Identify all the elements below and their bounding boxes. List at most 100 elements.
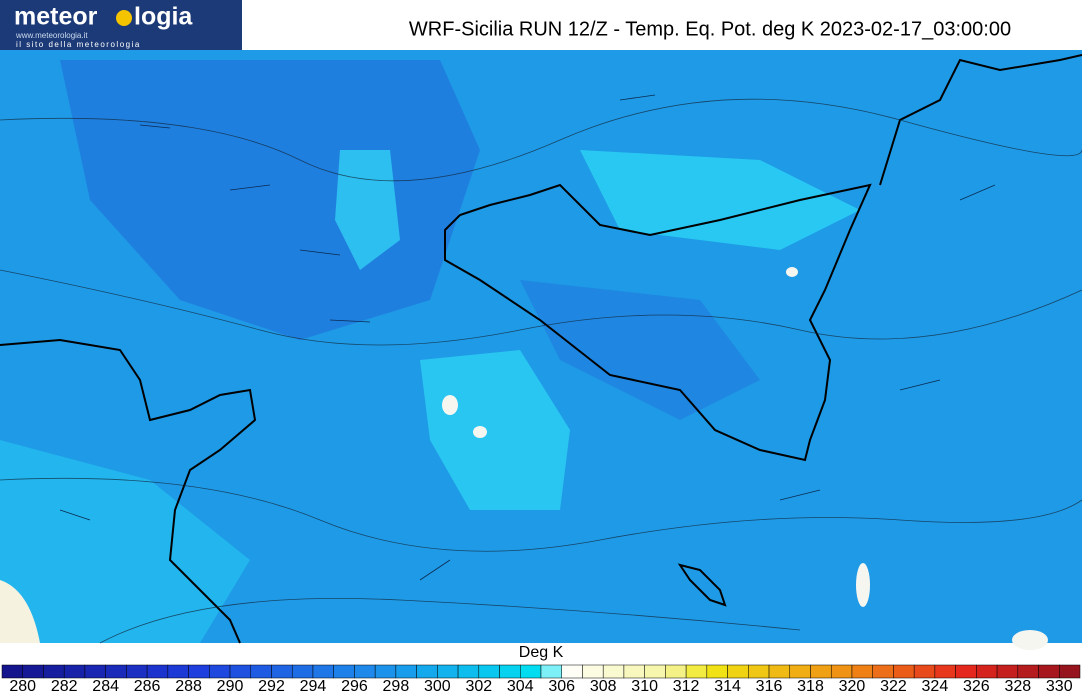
colorbar-label: Deg K: [519, 644, 564, 661]
colorbar-segment: [354, 664, 376, 679]
colorbar-segment: [416, 664, 438, 679]
colorbar-segment: [126, 664, 148, 679]
colorbar-segment: [250, 664, 272, 679]
hot-spot: [856, 563, 870, 607]
colorbar-tick-label: 328: [1004, 678, 1031, 695]
colorbar-segment: [291, 664, 314, 679]
logo-tagline: il sito della meteorologia: [16, 40, 141, 49]
warm-area: [580, 150, 860, 250]
colorbar-segment: [209, 664, 231, 679]
colorbar-tick-label: 316: [756, 678, 783, 695]
colorbar-segment: [312, 664, 334, 679]
logo-name-right: logia: [134, 3, 193, 31]
colorbar-tick-label: 296: [341, 678, 368, 695]
colorbar-segment: [810, 664, 832, 679]
colorbar-segment: [996, 664, 1019, 679]
logo-sun: [116, 10, 132, 26]
malta: [677, 563, 727, 607]
colorbar-tick-label: 322: [880, 678, 907, 695]
colorbar-segment: [934, 664, 956, 679]
colorbar-segment: [146, 664, 169, 679]
colorbar-segment: [105, 664, 127, 679]
colorbar-segment: [851, 664, 873, 679]
hot-spot: [473, 426, 487, 438]
map: [0, 50, 1082, 650]
colorbar-tick-label: 284: [92, 678, 119, 695]
colorbar-tick-label: 292: [258, 678, 285, 695]
colorbar-segment: [478, 664, 500, 679]
colorbar-segment: [685, 664, 708, 679]
colorbar-segment: [706, 664, 728, 679]
colorbar: 280 282 284 286 288 290 292 294 296 298 300 302 304 3…: [1, 664, 1081, 695]
colorbar-tick-label: 326: [963, 678, 990, 695]
colorbar-segment: [167, 664, 189, 679]
hot-spot: [442, 395, 458, 415]
hot-spot: [786, 267, 798, 277]
colorbar-tick-label: 306: [548, 678, 575, 695]
hot-spot: [0, 580, 40, 643]
colorbar-tick-label: 286: [134, 678, 161, 695]
cold-area: [520, 280, 760, 420]
colorbar-segment: [1038, 664, 1060, 679]
colorbar-segment: [63, 664, 86, 679]
colorbar-segment: [893, 664, 915, 679]
tunisia: [0, 338, 257, 644]
colorbar-tick-label: 308: [590, 678, 617, 695]
colorbar-tick-label: 324: [922, 678, 949, 695]
colorbar-segment: [1017, 664, 1039, 679]
colorbar-segment: [229, 664, 252, 679]
colorbar-tick-label: 302: [465, 678, 492, 695]
sicily: [444, 183, 872, 462]
colorbar-segment: [1, 664, 23, 679]
title: WRF-Sicilia RUN 12/Z - Temp. Eq. Pot. de…: [409, 18, 1011, 40]
colorbar-segment: [582, 664, 604, 679]
colorbar-segment: [913, 664, 936, 679]
colorbar-tick-label: 310: [631, 678, 658, 695]
logo-name-left: meteor: [14, 3, 98, 31]
colorbar-segment: [395, 664, 417, 679]
colorbar-segment: [976, 664, 998, 679]
warm-area: [420, 350, 570, 510]
colorbar-segment: [43, 664, 65, 679]
colorbar-segment: [437, 664, 459, 679]
colorbar-segment: [333, 664, 355, 679]
colorbar-tick-label: 294: [300, 678, 327, 695]
colorbar-segment: [271, 664, 293, 679]
colorbar-segment: [789, 664, 811, 679]
cold-area: [60, 60, 480, 340]
warm-area: [335, 150, 400, 270]
hot-spot: [1012, 630, 1048, 650]
colorbar-segment: [602, 664, 625, 679]
colorbar-tick-label: 318: [797, 678, 824, 695]
colorbar-segment: [561, 664, 583, 679]
colorbar-tick-label: 330: [1046, 678, 1073, 695]
colorbar-segment: [374, 664, 397, 679]
colorbar-segment: [499, 664, 521, 679]
colorbar-segment: [188, 664, 210, 679]
colorbar-tick-label: 298: [383, 678, 410, 695]
colorbar-segment: [1059, 664, 1081, 679]
colorbar-tick-label: 320: [839, 678, 866, 695]
colorbar-segment: [84, 664, 106, 679]
colorbar-tick-label: 304: [507, 678, 534, 695]
colorbar-segment: [830, 664, 853, 679]
colorbar-tick-label: 312: [673, 678, 700, 695]
colorbar-segment: [22, 664, 44, 679]
logo-url: www.meteorologia.it: [15, 31, 88, 40]
warm-area: [0, 440, 250, 643]
colorbar-tick-label: 300: [424, 678, 451, 695]
colorbar-segment: [872, 664, 894, 679]
colorbar-segment: [457, 664, 480, 679]
colorbar-segment: [520, 664, 542, 679]
colorbar-tick-label: 314: [714, 678, 741, 695]
colorbar-segment: [644, 664, 666, 679]
colorbar-segment: [665, 664, 687, 679]
wind-arrows: [59, 94, 996, 581]
colorbar-segment: [727, 664, 749, 679]
colorbar-tick-label: 288: [175, 678, 202, 695]
colorbar-segment: [955, 664, 977, 679]
colorbar-tick-label: 282: [51, 678, 78, 695]
colorbar-tick-label: 280: [9, 678, 36, 695]
colorbar-segment: [768, 664, 791, 679]
